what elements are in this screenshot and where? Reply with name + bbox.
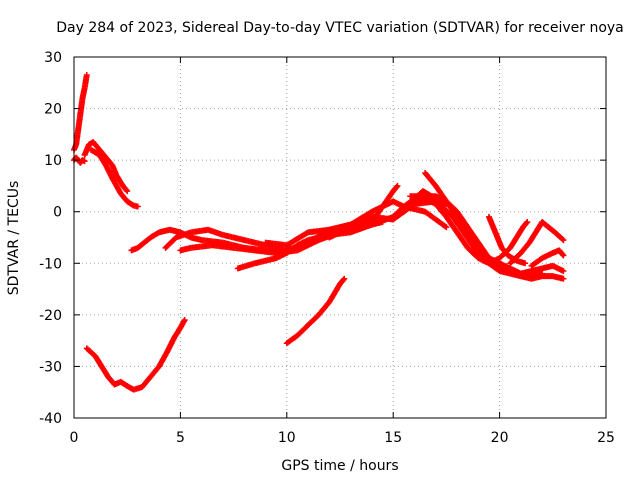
chart-title: Day 284 of 2023, Sidereal Day-to-day VTE… [56, 20, 624, 36]
grid [74, 57, 606, 418]
series-arc-peak-d [407, 193, 567, 277]
series-arc-late-c [507, 219, 567, 267]
series-arc-low-u [83, 317, 188, 393]
data-point [560, 268, 567, 275]
data-point [523, 220, 530, 227]
x-tick-label: 10 [278, 430, 296, 446]
data-point [524, 219, 531, 226]
y-tick-label: 0 [53, 205, 62, 221]
series-arc-steep-rise [71, 72, 90, 153]
plot-points [71, 72, 567, 393]
series-arc-late-d [528, 247, 567, 269]
series-arc-late-a [485, 213, 529, 267]
y-tick-label: -30 [39, 359, 62, 375]
data-point [443, 224, 450, 231]
y-tick-label: -40 [39, 411, 62, 427]
series-arc-start-decline-b [88, 146, 141, 210]
data-point [181, 317, 188, 324]
data-point [522, 260, 529, 267]
series-arc-start-10 [71, 154, 88, 166]
y-tick-label: 20 [44, 102, 62, 118]
data-point [559, 251, 566, 258]
data-point [394, 182, 401, 189]
data-point [560, 275, 567, 282]
x-tick-label: 20 [491, 430, 509, 446]
y-tick-label: 30 [44, 50, 62, 66]
data-point [81, 158, 88, 165]
y-tick-label: -20 [39, 308, 62, 324]
y-axis: -40 -30 -20 -10 0 10 20 30 [39, 50, 606, 427]
data-point [341, 275, 348, 282]
series-arc-mid-low-f [262, 198, 450, 249]
x-axis: 0 5 10 15 20 25 [70, 57, 615, 446]
x-tick-label: 15 [384, 430, 402, 446]
y-tick-label: -10 [39, 256, 62, 272]
series-arc-rising-10h [283, 275, 348, 347]
data-point [560, 237, 567, 244]
data-point [123, 187, 130, 194]
series-arc-start-decline-a [81, 139, 131, 195]
data-point [560, 252, 567, 259]
data-point [393, 183, 400, 190]
data-point [134, 203, 141, 210]
x-tick-label: 25 [597, 430, 615, 446]
x-tick-label: 0 [70, 430, 79, 446]
plot-frame [73, 56, 607, 419]
y-tick-label: 10 [44, 153, 62, 169]
data-point [442, 223, 449, 230]
data-point [83, 72, 90, 79]
data-point [340, 276, 347, 283]
data-point [559, 236, 566, 243]
x-axis-label: GPS time / hours [281, 458, 398, 474]
x-tick-label: 5 [176, 430, 185, 446]
y-axis-label: SDTVAR / TECUs [6, 181, 22, 296]
data-point [124, 188, 131, 195]
series-arc-late-b [485, 219, 531, 267]
